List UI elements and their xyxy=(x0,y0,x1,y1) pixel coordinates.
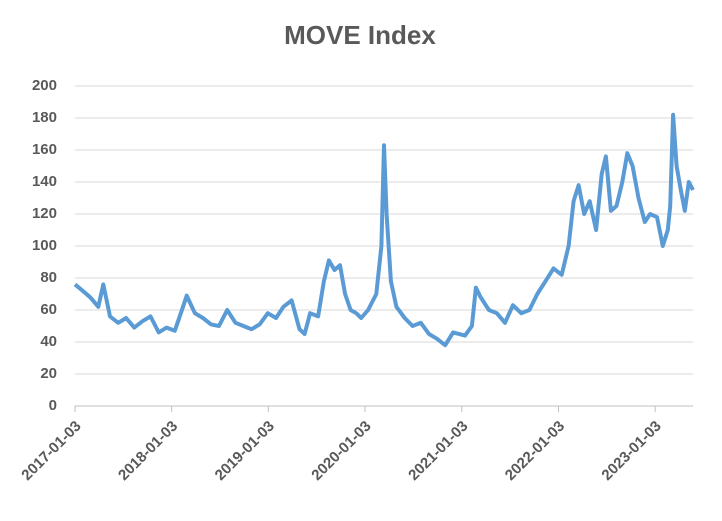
y-tick-label: 140 xyxy=(32,173,57,190)
x-tick-label: 2019-01-03 xyxy=(212,418,278,484)
chart-title: MOVE Index xyxy=(284,20,436,50)
y-tick-label: 40 xyxy=(40,333,57,350)
y-tick-label: 20 xyxy=(40,365,57,382)
x-tick-label: 2018-01-03 xyxy=(115,418,181,484)
x-tick-label: 2022-01-03 xyxy=(502,418,568,484)
y-tick-label: 160 xyxy=(32,141,57,158)
data-line xyxy=(73,112,695,348)
y-tick-label: 120 xyxy=(32,205,57,222)
x-tick-label: 2023-01-03 xyxy=(598,418,664,484)
y-tick-label: 180 xyxy=(32,109,57,126)
x-tick-label: 2021-01-03 xyxy=(405,418,471,484)
x-tick-label: 2020-01-03 xyxy=(308,418,374,484)
y-tick-label: 200 xyxy=(32,77,57,94)
y-tick-label: 100 xyxy=(32,237,57,254)
x-tick-label: 2017-01-03 xyxy=(18,418,84,484)
y-tick-label: 80 xyxy=(40,269,57,286)
y-tick-label: 60 xyxy=(40,301,57,318)
y-tick-label: 0 xyxy=(49,397,57,414)
